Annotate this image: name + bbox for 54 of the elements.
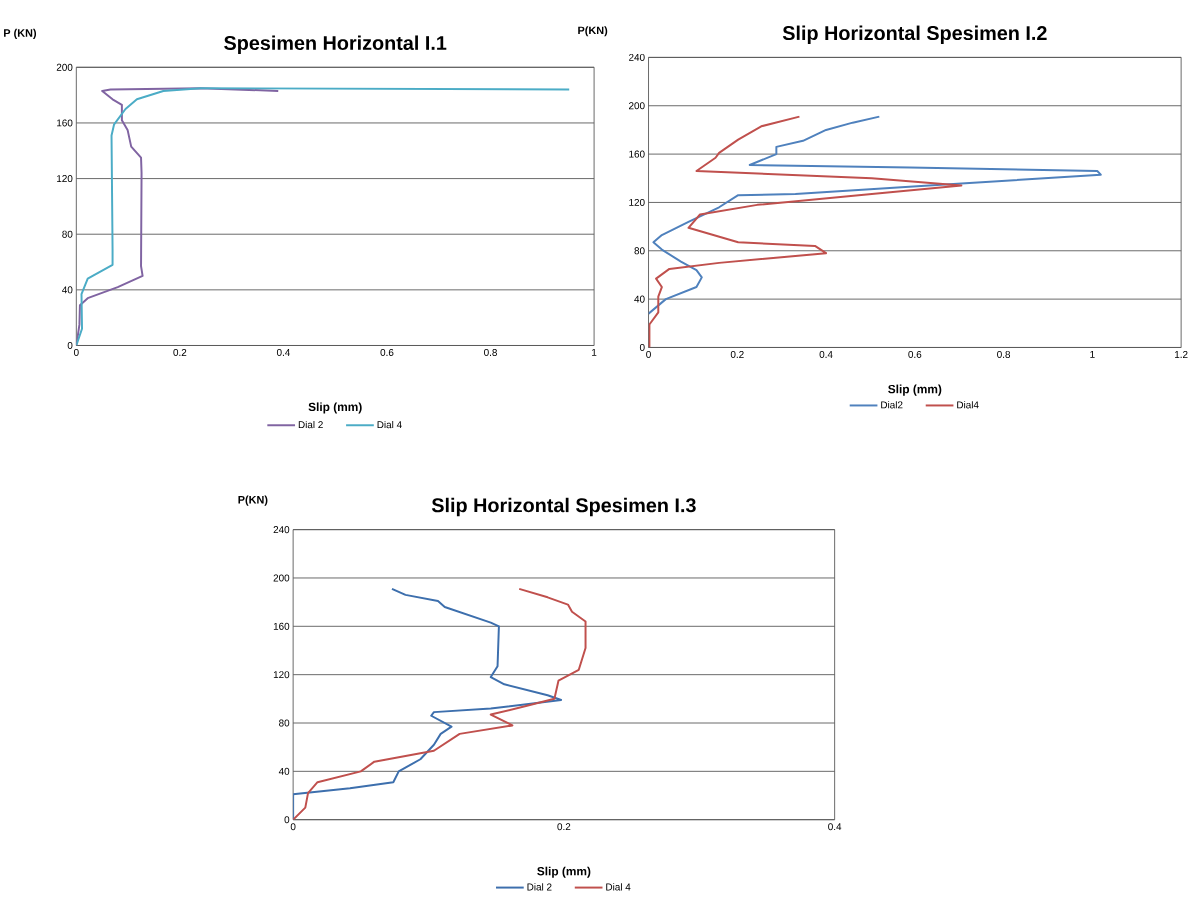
- y-tick-label: 120: [57, 175, 73, 183]
- y-tick-label: 200: [629, 102, 645, 110]
- x-tick-label: 1: [592, 349, 597, 356]
- x-axis-title: Slip (mm): [308, 402, 362, 414]
- x-tick-label: 0.4: [828, 823, 842, 831]
- chart-title: Spesimen Horizontal I.1: [224, 35, 447, 55]
- x-tick-label: 0.8: [484, 349, 497, 357]
- y-tick-label: 200: [273, 574, 290, 582]
- legend-label: Dial2: [881, 401, 903, 409]
- x-tick-label: 0.2: [173, 349, 187, 357]
- y-tick-label: 240: [273, 526, 290, 534]
- legend-label: Dial 2: [527, 883, 552, 891]
- y-tick-label: 80: [62, 230, 73, 238]
- y-tick-label: 240: [629, 54, 645, 62]
- y-tick-label: 40: [278, 767, 290, 775]
- y-tick-label: 80: [634, 247, 645, 255]
- y-axis-title: P(KN): [578, 26, 608, 37]
- y-tick-label: 200: [56, 63, 73, 71]
- x-tick-label: 0.4: [276, 349, 291, 357]
- y-tick-label: 80: [279, 719, 290, 727]
- legend-label: Dial4: [957, 401, 979, 409]
- legend-label: Dial 4: [377, 421, 402, 429]
- x-tick-label: 0: [73, 349, 79, 357]
- line-series: [648, 115, 963, 348]
- y-axis-title: P(KN): [238, 495, 268, 506]
- x-tick-label: 0.2: [730, 351, 744, 359]
- y-tick-label: 120: [629, 199, 645, 207]
- line-series: [648, 115, 1102, 315]
- x-axis-title: Slip (mm): [537, 866, 591, 878]
- y-tick-label: 160: [273, 622, 290, 630]
- x-axis-title: Slip (mm): [888, 384, 942, 396]
- y-tick-label: 160: [629, 150, 645, 158]
- y-tick-label: 40: [634, 295, 645, 303]
- x-tick-label: 0.4: [819, 351, 833, 359]
- y-axis-title: P (KN): [4, 28, 37, 40]
- y-tick-label: 0: [639, 344, 645, 352]
- y-tick-label: 40: [62, 286, 73, 294]
- legend-label: Dial 4: [606, 883, 631, 891]
- line-series: [76, 87, 571, 346]
- x-tick-label: 1.2: [1175, 351, 1188, 358]
- y-tick-label: 0: [67, 342, 73, 350]
- y-tick-label: 0: [284, 816, 290, 824]
- x-tick-label: 0.2: [557, 823, 571, 831]
- x-tick-label: 0.8: [997, 351, 1011, 359]
- x-tick-label: 0: [290, 823, 296, 831]
- y-tick-label: 160: [57, 119, 73, 127]
- y-tick-label: 120: [273, 671, 290, 679]
- x-tick-label: 1: [1090, 351, 1095, 358]
- legend-label: Dial 2: [298, 421, 323, 429]
- x-tick-label: 0.6: [908, 351, 922, 359]
- chart-title: Slip Horizontal Spesimen I.3: [431, 497, 696, 517]
- chart-title: Slip Horizontal Spesimen I.2: [782, 25, 1047, 45]
- x-tick-label: 0.6: [380, 349, 394, 357]
- x-tick-label: 0: [646, 351, 651, 359]
